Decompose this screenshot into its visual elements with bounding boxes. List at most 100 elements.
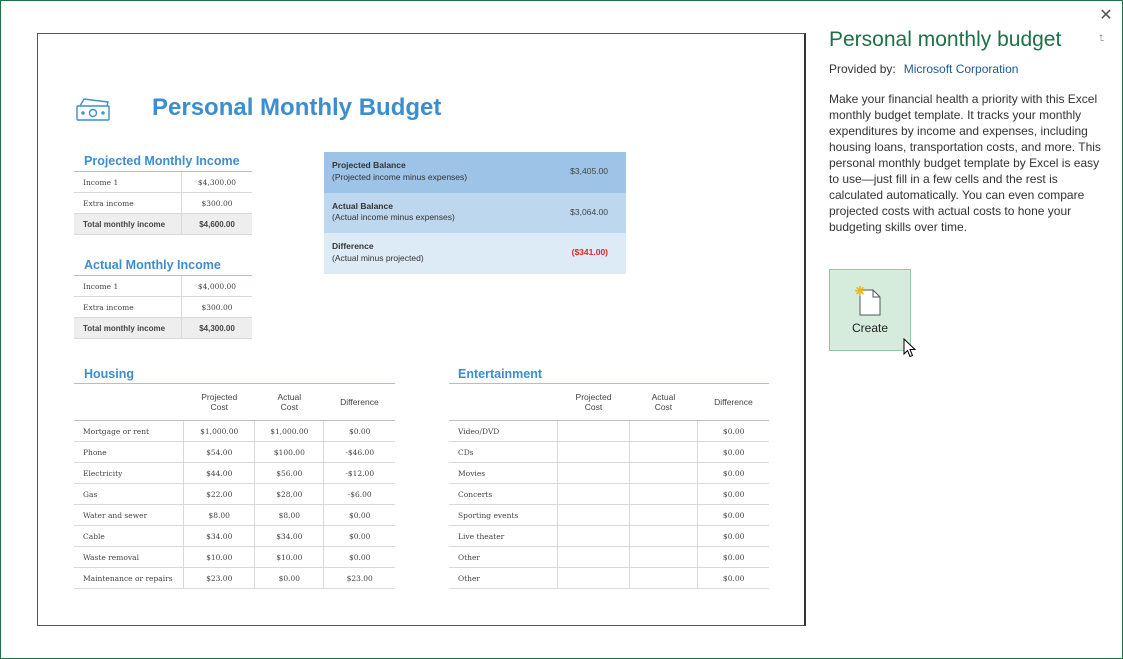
expense-value: $0.00 bbox=[323, 504, 395, 526]
expense-value bbox=[557, 525, 630, 547]
create-button[interactable]: Create bbox=[829, 269, 911, 351]
new-file-icon bbox=[855, 286, 881, 316]
expense-value: $0.00 bbox=[323, 525, 395, 547]
expense-value: $0.00 bbox=[697, 462, 769, 484]
expense-value: $28.00 bbox=[254, 483, 324, 505]
actual-income-title: Actual Monthly Income bbox=[84, 258, 221, 272]
table-row: Total monthly income $4,300.00 bbox=[74, 317, 252, 339]
expense-name: CDs bbox=[449, 441, 558, 463]
expense-value: $54.00 bbox=[183, 441, 255, 463]
column-header: Difference bbox=[697, 384, 769, 421]
table-row: Sporting events $0.00 bbox=[449, 504, 769, 526]
table-row: Other $0.00 bbox=[449, 546, 769, 568]
projected-income-title: Projected Monthly Income bbox=[84, 154, 240, 168]
table-header-row: Projected Cost Actual Cost Difference bbox=[449, 384, 769, 421]
table-row: Income 1 $4,000.00 bbox=[74, 276, 252, 297]
table-row: Movies $0.00 bbox=[449, 462, 769, 484]
expense-name: Mortgage or rent bbox=[74, 420, 184, 442]
table-row: Total monthly income $4,600.00 bbox=[74, 213, 252, 235]
column-header: Projected Cost bbox=[557, 384, 630, 421]
balance-title: Actual Balance bbox=[332, 200, 393, 211]
expense-value bbox=[628, 504, 698, 526]
expense-value: $0.00 bbox=[323, 420, 395, 442]
column-header: Difference bbox=[323, 384, 395, 421]
close-icon[interactable]: ✕ bbox=[1099, 4, 1113, 24]
expense-value bbox=[628, 462, 698, 484]
expense-name: Video/DVD bbox=[449, 420, 558, 442]
row-label: Total monthly income bbox=[74, 317, 182, 339]
entertainment-table: Projected Cost Actual Cost Difference Video/D… bbox=[449, 384, 769, 589]
expense-name: Waste removal bbox=[74, 546, 184, 568]
balance-summary: Projected Balance (Projected income minus… bbox=[324, 152, 626, 274]
column-header: Projected Cost bbox=[183, 384, 255, 421]
table-header-row: Projected Cost Actual Cost Difference bbox=[74, 384, 395, 421]
entertainment-title: Entertainment bbox=[458, 367, 543, 381]
section-rule bbox=[74, 383, 395, 384]
expense-value: $100.00 bbox=[254, 441, 324, 463]
row-label: Income 1 bbox=[74, 276, 182, 297]
expense-value: $0.00 bbox=[697, 441, 769, 463]
expense-value: $44.00 bbox=[183, 462, 255, 484]
row-value: $300.00 bbox=[181, 192, 252, 214]
projected-income-table: Income 1 $4,300.00 Extra income $300.00 Tota… bbox=[74, 172, 252, 235]
expense-value: $23.00 bbox=[183, 567, 255, 589]
expense-value bbox=[557, 441, 630, 463]
expense-value: $0.00 bbox=[697, 525, 769, 547]
expense-name: Water and sewer bbox=[74, 504, 184, 526]
expense-value: $56.00 bbox=[254, 462, 324, 484]
row-value: $4,600.00 bbox=[181, 213, 252, 235]
section-rule bbox=[74, 275, 252, 276]
template-description: Make your financial health a priority wi… bbox=[829, 92, 1101, 234]
table-row: Live theater $0.00 bbox=[449, 525, 769, 547]
expense-value: $1,000.00 bbox=[254, 420, 324, 442]
expense-value bbox=[557, 420, 630, 442]
row-label: Income 1 bbox=[74, 172, 182, 193]
table-row: Cable $34.00 $34.00 $0.00 bbox=[74, 525, 395, 547]
balance-amount: ($341.00) bbox=[571, 247, 608, 258]
template-preview: Personal Monthly Budget Projected Monthl… bbox=[37, 33, 806, 626]
table-row: Water and sewer $8.00 $8.00 $0.00 bbox=[74, 504, 395, 526]
column-header bbox=[449, 384, 558, 421]
balance-row: Difference (Actual minus projected) ($341.… bbox=[324, 233, 626, 274]
row-label: Extra income bbox=[74, 192, 182, 214]
table-row: Waste removal $10.00 $10.00 $0.00 bbox=[74, 546, 395, 568]
column-header bbox=[74, 384, 184, 421]
expense-value: -$12.00 bbox=[323, 462, 395, 484]
expense-name: Electricity bbox=[74, 462, 184, 484]
balance-row: Projected Balance (Projected income minus… bbox=[324, 152, 626, 193]
row-value: $300.00 bbox=[181, 296, 252, 318]
expense-name: Gas bbox=[74, 483, 184, 505]
expense-value: $34.00 bbox=[183, 525, 255, 547]
expense-value: $8.00 bbox=[254, 504, 324, 526]
row-value: $4,300.00 bbox=[181, 317, 252, 339]
money-icon bbox=[76, 98, 110, 121]
expense-value: $23.00 bbox=[323, 567, 395, 589]
expense-value: $22.00 bbox=[183, 483, 255, 505]
balance-row: Actual Balance (Actual income minus expen… bbox=[324, 192, 626, 234]
table-row: Extra income $300.00 bbox=[74, 192, 252, 214]
housing-title: Housing bbox=[84, 367, 134, 381]
expense-value: $0.00 bbox=[697, 420, 769, 442]
provider-link[interactable]: Microsoft Corporation bbox=[903, 62, 1019, 76]
expense-name: Phone bbox=[74, 441, 184, 463]
table-row: Maintenance or repairs $23.00 $0.00 $23.00 bbox=[74, 567, 395, 589]
expense-value: $0.00 bbox=[323, 546, 395, 568]
table-row: Extra income $300.00 bbox=[74, 296, 252, 318]
expense-name: Sporting events bbox=[449, 504, 558, 526]
table-row: CDs $0.00 bbox=[449, 441, 769, 463]
expense-value: $0.00 bbox=[697, 483, 769, 505]
balance-subtitle: (Actual minus projected) bbox=[332, 252, 424, 263]
expense-value: -$6.00 bbox=[323, 483, 395, 505]
provided-by: Provided by: Microsoft Corporation bbox=[829, 62, 1018, 76]
expense-name: Live theater bbox=[449, 525, 558, 547]
balance-title: Difference bbox=[332, 241, 374, 252]
expense-value: $0.00 bbox=[697, 504, 769, 526]
pin-icon[interactable]: ⮤ bbox=[1099, 34, 1105, 44]
expense-value bbox=[557, 483, 630, 505]
actual-income-table: Income 1 $4,000.00 Extra income $300.00 Tota… bbox=[74, 276, 252, 339]
balance-label: Actual Balance (Actual income minus expen… bbox=[332, 201, 455, 224]
expense-value bbox=[628, 483, 698, 505]
table-row: Video/DVD $0.00 bbox=[449, 420, 769, 442]
expense-value: $8.00 bbox=[183, 504, 255, 526]
